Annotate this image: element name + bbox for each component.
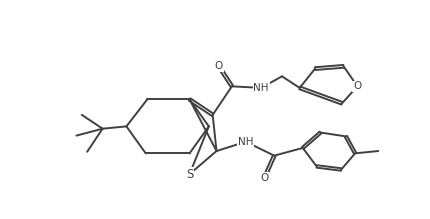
Text: NH: NH	[238, 137, 254, 147]
Text: O: O	[260, 173, 268, 183]
Text: O: O	[353, 81, 362, 91]
Text: S: S	[186, 168, 193, 181]
Text: NH: NH	[253, 83, 269, 93]
Text: O: O	[215, 61, 223, 71]
